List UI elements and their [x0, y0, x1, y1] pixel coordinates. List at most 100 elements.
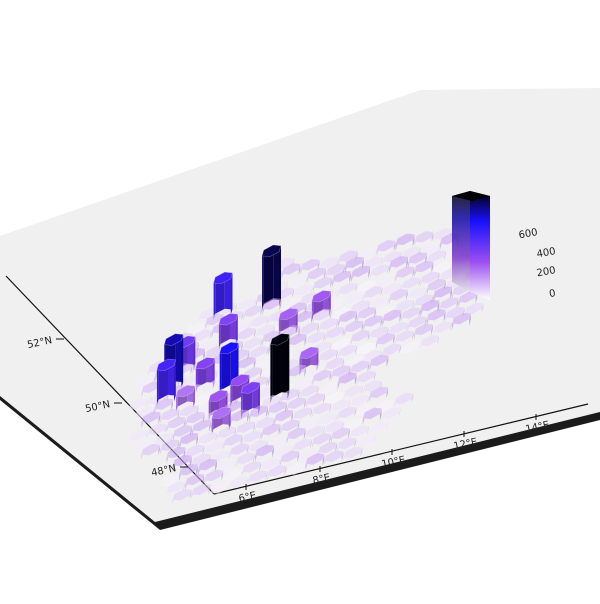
hex-cell [240, 381, 261, 420]
hex-cell [267, 464, 287, 480]
hex-cell-side [406, 289, 408, 301]
hex-cell-top [286, 397, 307, 410]
hex-cell-side [263, 245, 274, 305]
hex-cell [166, 416, 186, 433]
hex-cell-top [407, 315, 427, 328]
hex-cell-side [259, 431, 262, 441]
hex-cell-top [432, 321, 453, 334]
hex-cell-side [374, 343, 376, 350]
lat-tick-label: 50°N [84, 399, 111, 415]
hex-cell-side [304, 398, 306, 409]
hex-cell-side [348, 399, 351, 408]
hex-cell-top [191, 483, 211, 496]
hex-cell [204, 440, 224, 455]
hex-cell [376, 239, 396, 256]
hex-cell-side [303, 428, 306, 440]
hex-cell-top [382, 309, 402, 322]
hex-cell [388, 255, 409, 274]
hex-cell-side [412, 300, 414, 309]
hex-cell-top [369, 264, 390, 277]
hex-cell [337, 371, 357, 390]
hex-cell-top [355, 434, 376, 447]
hex-cell-side [259, 461, 262, 472]
hex-cell-top [293, 284, 314, 297]
hex-cell-top [336, 437, 357, 450]
hex-cell-top [172, 424, 193, 437]
hex-cell-side [253, 453, 255, 463]
hex-cell-top [337, 406, 357, 419]
hex-cell-side [431, 231, 434, 243]
hex-cell-top [254, 416, 275, 429]
hex-cell-top [439, 296, 459, 310]
hex-cell-side [481, 303, 484, 313]
hex-cell [175, 384, 196, 413]
hex-cell-top [280, 388, 300, 401]
hex-cell-side [234, 427, 237, 437]
hex-cell-top [414, 230, 434, 244]
hex-cell-side [253, 422, 256, 432]
hex-cell-side [181, 334, 184, 388]
hex-cell [286, 427, 306, 444]
hex-cell [235, 452, 256, 467]
hex-cell-top [172, 488, 192, 501]
hex-cell [344, 320, 364, 337]
hex-cell-side [405, 322, 408, 332]
hex-cell [363, 285, 383, 301]
hex-cell-side [311, 285, 313, 293]
hex-cell-side [393, 333, 395, 345]
hex-cell-top [219, 341, 239, 355]
hex-cell-top [331, 364, 351, 378]
hex-cell-top [230, 374, 250, 387]
hex-cell [362, 407, 382, 425]
hex-cell-top [280, 419, 300, 432]
hex-cell-top [343, 446, 363, 459]
hex-cell-side [360, 447, 363, 457]
hex-cell-side [374, 280, 377, 288]
hex-cell-top [388, 288, 409, 301]
hex-cell-side [208, 484, 211, 495]
hex-cell [407, 286, 428, 300]
hex-cell-side [348, 428, 350, 439]
legend-tick-label: 0 [548, 288, 556, 300]
hex-cell-side [323, 332, 326, 342]
hex-cell-side [316, 418, 319, 427]
hex-cell [312, 276, 333, 293]
hex-cell-top [147, 423, 167, 436]
hex-cell [369, 325, 389, 341]
hex-cell [356, 370, 376, 385]
hex-cell [306, 331, 326, 346]
hex-cell-top [312, 308, 333, 321]
hex-cell-top [159, 439, 180, 452]
hex-cell [286, 462, 306, 476]
hex-cell [242, 430, 262, 445]
hex-cell-side [367, 395, 370, 404]
hex-cell [218, 313, 239, 350]
hex-cell-top [349, 425, 370, 438]
hex-cell-top [213, 271, 233, 285]
hex-cell-top [287, 275, 308, 289]
hex-cell-top [218, 313, 239, 326]
hex-cell-side [270, 338, 273, 404]
hex-cell-side [189, 489, 192, 500]
hex-cell [349, 394, 370, 408]
hex-cell [179, 404, 199, 419]
hex-cell-side [329, 370, 332, 382]
hex-cell [394, 265, 415, 283]
hex-cell-side [322, 426, 325, 435]
hex-cell [395, 233, 415, 252]
hex-cell [229, 476, 249, 490]
hex-cell [185, 444, 205, 459]
hex-cell-side [298, 263, 301, 276]
hex-cell-side [412, 330, 414, 341]
hex-cell [280, 388, 300, 404]
hex-cell-side [360, 418, 363, 426]
hex-cell-top [248, 470, 268, 483]
hex-cell-top [254, 444, 275, 457]
legend-bar [470, 191, 490, 300]
hex-cell-top [426, 308, 446, 321]
hex-cell-top [306, 331, 326, 344]
hex-cell [160, 408, 180, 424]
hex-cell [355, 434, 376, 448]
hex-cell-side [171, 399, 173, 411]
hex-cell-side [234, 460, 236, 468]
